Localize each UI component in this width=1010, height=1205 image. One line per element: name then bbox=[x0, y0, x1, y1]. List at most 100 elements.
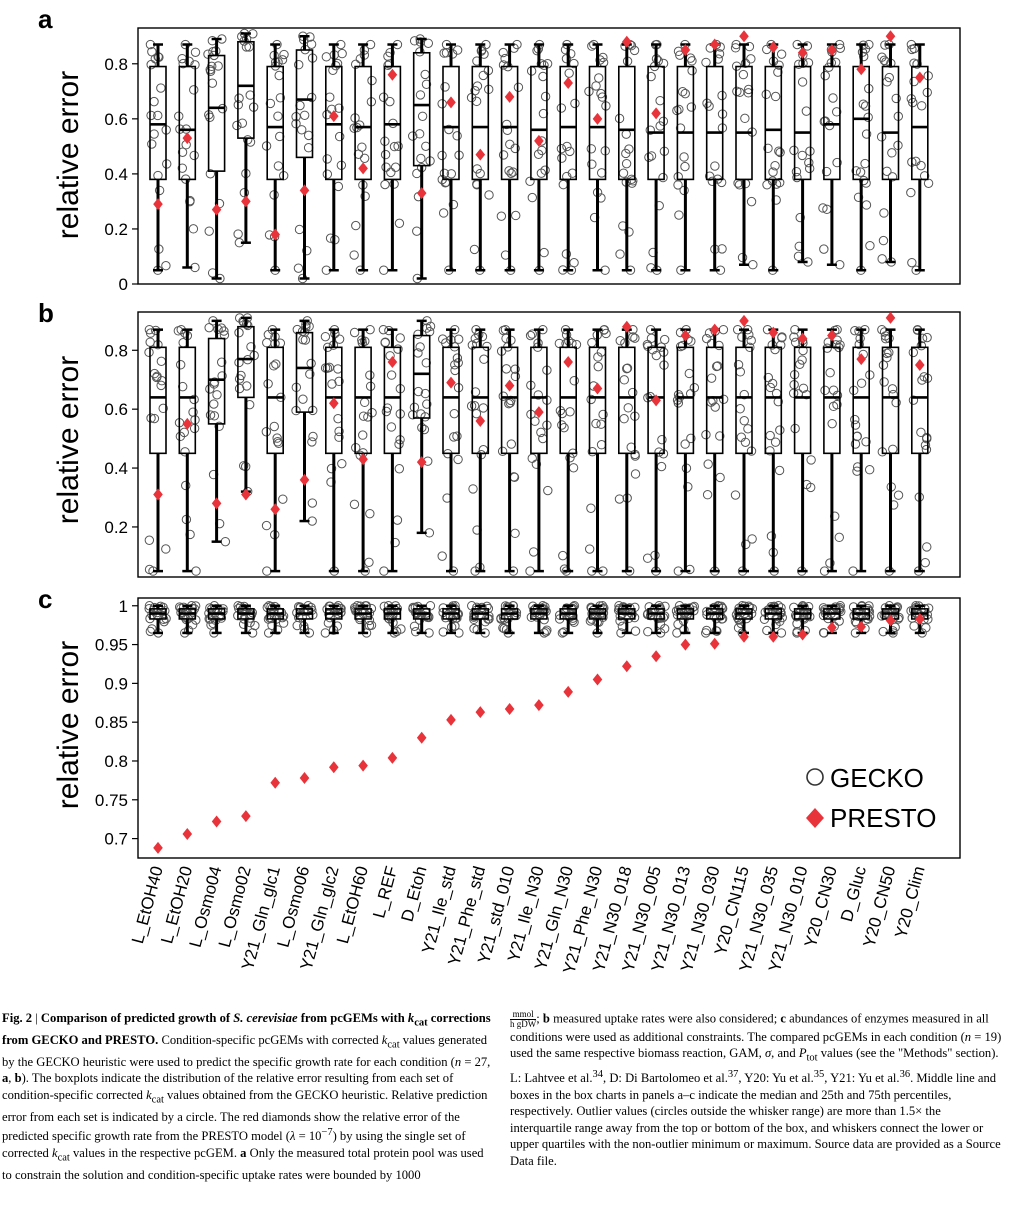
gecko-point bbox=[818, 203, 828, 213]
gecko-point bbox=[770, 161, 780, 171]
gecko-point bbox=[559, 422, 569, 433]
panel-c-ytick-label: 1 bbox=[119, 597, 128, 616]
gecko-point bbox=[850, 616, 861, 627]
gecko-point bbox=[278, 494, 288, 504]
iqr-box bbox=[881, 346, 900, 455]
gecko-point bbox=[593, 361, 603, 372]
caption-t5: values obtained from the GECKO heuristic… bbox=[2, 1087, 488, 1144]
gecko-point bbox=[150, 54, 161, 64]
gecko-point bbox=[584, 544, 595, 554]
gecko-point bbox=[423, 38, 434, 48]
gecko-point bbox=[272, 437, 283, 447]
caption-ref35: 35 bbox=[813, 1069, 825, 1081]
box-Y21_N30_005 bbox=[642, 324, 670, 576]
gecko-point bbox=[568, 463, 579, 473]
category-label-L_REF: L_REF bbox=[369, 864, 401, 920]
presto-point-Y21_N30_010 bbox=[797, 628, 808, 641]
gecko-point bbox=[858, 99, 868, 109]
gecko-point bbox=[763, 143, 773, 154]
gecko-point bbox=[321, 52, 332, 62]
gecko-point bbox=[419, 424, 430, 435]
iqr-box bbox=[266, 65, 285, 181]
box-L_Osmo06 bbox=[292, 601, 318, 638]
gecko-point bbox=[536, 59, 547, 69]
iqr-box bbox=[705, 346, 724, 455]
gecko-point bbox=[643, 627, 653, 637]
box-Y20_CN30 bbox=[819, 324, 845, 576]
gecko-point bbox=[440, 178, 450, 188]
gecko-point bbox=[478, 403, 489, 413]
gecko-point bbox=[718, 394, 729, 404]
gecko-point bbox=[188, 407, 198, 417]
box-Y21_std_010 bbox=[496, 39, 524, 275]
box-D_Etoh bbox=[408, 316, 436, 538]
gecko-point bbox=[877, 324, 887, 335]
caption-b-ref-2: b bbox=[542, 1011, 550, 1026]
caption-ptot-sub: tot bbox=[806, 1052, 818, 1064]
gecko-point bbox=[177, 163, 188, 173]
presto-point-Y21_Ile_N30 bbox=[534, 699, 544, 712]
gecko-point bbox=[893, 490, 904, 500]
gecko-point bbox=[746, 54, 756, 64]
box-Y21_Gln_glc1 bbox=[261, 324, 288, 576]
gecko-point bbox=[452, 45, 463, 55]
presto-point-L_EtOH20 bbox=[182, 827, 193, 840]
iqr-box bbox=[735, 346, 753, 455]
gecko-point bbox=[504, 398, 514, 409]
caption-t14: , and bbox=[771, 1046, 799, 1061]
caption-exp: −7 bbox=[321, 1126, 333, 1138]
iqr-box bbox=[735, 65, 753, 181]
gecko-point bbox=[737, 332, 747, 342]
gecko-point bbox=[351, 220, 361, 231]
gecko-point bbox=[452, 131, 462, 141]
gecko-point bbox=[513, 82, 524, 92]
gecko-point bbox=[307, 437, 317, 447]
presto-point-Y21_Phe_N30 bbox=[592, 382, 603, 395]
iqr-box bbox=[383, 346, 402, 455]
gecko-point bbox=[771, 619, 781, 630]
presto-point-Y21_Gln_N30 bbox=[563, 685, 573, 698]
gecko-point bbox=[234, 93, 244, 103]
gecko-point bbox=[161, 260, 171, 271]
gecko-point bbox=[359, 153, 370, 164]
gecko-point bbox=[269, 361, 279, 371]
gecko-point bbox=[147, 139, 157, 149]
gecko-point bbox=[149, 129, 159, 139]
gecko-point bbox=[628, 332, 638, 342]
gecko-point bbox=[861, 200, 872, 210]
presto-point-Y21_Gln_glc1 bbox=[270, 228, 280, 241]
gecko-point bbox=[908, 395, 919, 405]
gecko-point bbox=[322, 154, 332, 164]
presto-point-Y20_Clim bbox=[915, 359, 925, 371]
gecko-point bbox=[273, 111, 283, 121]
gecko-point bbox=[739, 416, 749, 426]
gecko-point bbox=[774, 146, 784, 156]
gecko-point bbox=[416, 153, 426, 164]
presto-point-Y21_N30_013 bbox=[680, 44, 691, 57]
gecko-point bbox=[623, 403, 633, 413]
gecko-point bbox=[212, 390, 222, 400]
caption-sigma: σ bbox=[764, 1046, 772, 1061]
category-label-D_Gluc: D_Gluc bbox=[837, 864, 870, 924]
presto-point-L_EtOH20 bbox=[182, 132, 193, 145]
gecko-point bbox=[542, 625, 552, 635]
gecko-point bbox=[854, 326, 864, 336]
gecko-point bbox=[538, 71, 548, 82]
gecko-point bbox=[394, 464, 405, 474]
gecko-point bbox=[776, 49, 787, 59]
gecko-point bbox=[789, 332, 799, 342]
iqr-box bbox=[764, 346, 783, 455]
caption-t6: = 10 bbox=[295, 1129, 322, 1144]
presto-point-L_EtOH40 bbox=[153, 841, 163, 854]
gecko-point bbox=[453, 454, 463, 465]
panel-c-ytick-label: 0.9 bbox=[104, 674, 128, 693]
gecko-point bbox=[300, 335, 311, 345]
gecko-point bbox=[333, 181, 344, 192]
presto-point-Y21_Gln_glc2 bbox=[329, 761, 339, 774]
gecko-point bbox=[909, 621, 919, 631]
gecko-point bbox=[439, 168, 450, 179]
presto-point-Y20_CN30 bbox=[827, 621, 837, 634]
box-L_Osmo02 bbox=[234, 313, 259, 497]
gecko-point bbox=[775, 425, 785, 435]
gecko-point bbox=[556, 103, 567, 113]
